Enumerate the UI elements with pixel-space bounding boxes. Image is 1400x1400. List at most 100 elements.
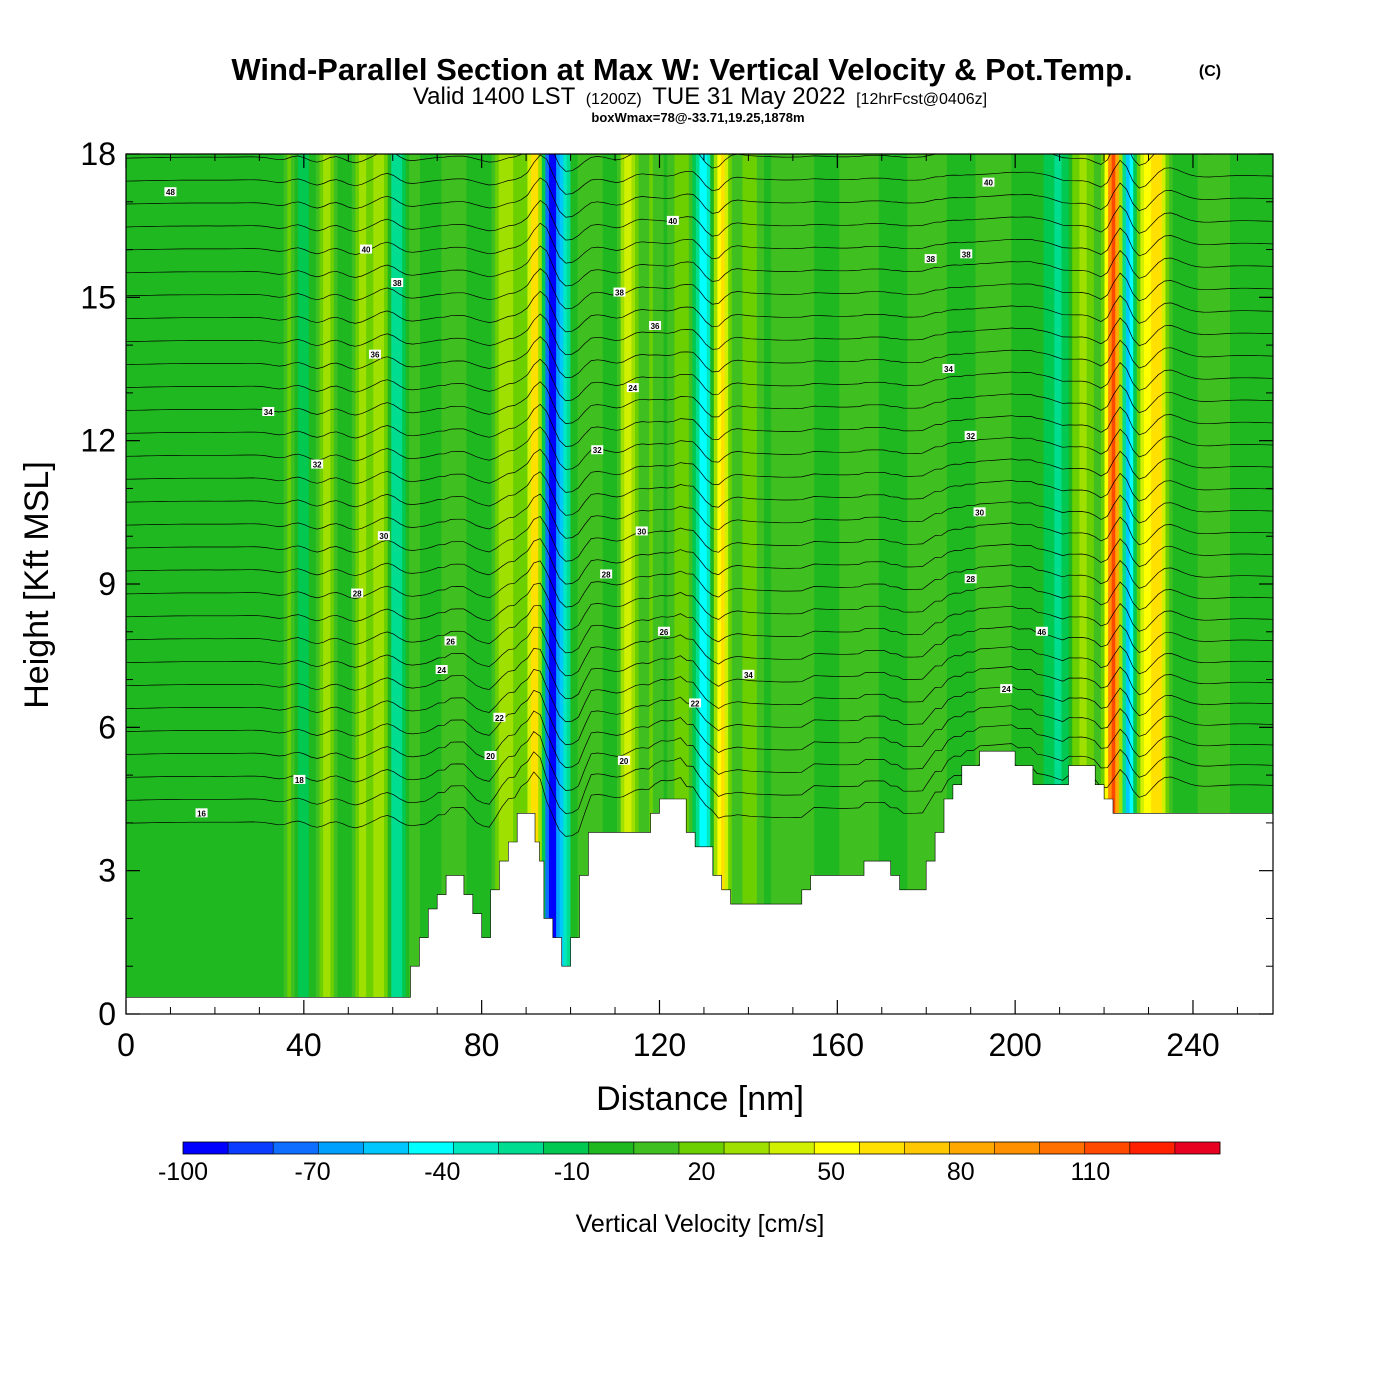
velocity-column [441, 154, 446, 1014]
velocity-column [789, 154, 794, 1014]
velocity-column [1108, 154, 1113, 1014]
velocity-column [634, 154, 640, 1014]
colorbar-swatch [1129, 1142, 1176, 1154]
contour-label-background [742, 669, 755, 679]
velocity-column [1029, 154, 1034, 1014]
y-tick-label: 0 [98, 996, 116, 1032]
x-tick-label: 40 [286, 1027, 322, 1063]
velocity-column [674, 154, 679, 1014]
velocity-column [552, 154, 557, 1014]
velocity-column [914, 154, 919, 1014]
svg-text:34: 34 [944, 365, 953, 374]
velocity-column [455, 154, 460, 1014]
velocity-column [523, 154, 529, 1014]
copyright-mark: (C) [1199, 63, 1221, 80]
valid-zulu: (1200Z) [586, 91, 642, 108]
contour-label-background [444, 636, 457, 646]
box-wmax-info: boxWmax=78@-33.71,19.25,1878m [591, 110, 804, 125]
velocity-column [1143, 154, 1149, 1014]
velocity-column [613, 154, 618, 1014]
velocity-column [298, 154, 303, 1014]
theta-contour-line [126, 381, 1273, 424]
velocity-field [126, 154, 1273, 1014]
colorbar-swatch [228, 1142, 274, 1154]
velocity-column [918, 154, 923, 1014]
velocity-column [280, 154, 285, 1014]
velocity-column [169, 154, 174, 1014]
forecast-info: [12hrFcst@0406z] [856, 91, 987, 108]
velocity-column [900, 154, 905, 1014]
theta-contour-line [126, 493, 1273, 539]
velocity-column [405, 154, 410, 1014]
velocity-column [502, 154, 507, 1014]
velocity-column [513, 154, 518, 1014]
contour-label-background [964, 574, 977, 584]
theta-contour-label: 36 [368, 349, 381, 360]
velocity-column [154, 154, 159, 1014]
velocity-column [384, 154, 389, 1014]
velocity-column [151, 154, 156, 1014]
velocity-column [319, 154, 324, 1014]
velocity-column [925, 154, 930, 1014]
svg-text:18: 18 [295, 776, 304, 785]
velocity-column [229, 154, 235, 1014]
velocity-column [1057, 154, 1063, 1014]
theta-contour-label: 28 [351, 588, 364, 599]
contour-label-background [617, 755, 630, 765]
velocity-column [799, 154, 805, 1014]
theta-contour-label: 26 [444, 636, 457, 646]
valid-line: Valid 1400 LST (1200Z) TUE 31 May 2022 [… [413, 83, 987, 110]
velocity-column [1050, 154, 1055, 1014]
theta-contour-label: 28 [964, 574, 977, 584]
contour-label-background [1000, 684, 1013, 694]
theta-contour-label: 46 [1035, 626, 1048, 637]
velocity-column [272, 154, 278, 1014]
colorbar-swatch [408, 1142, 454, 1154]
velocity-column [1165, 154, 1170, 1014]
velocity-column [781, 154, 787, 1014]
velocity-column [488, 154, 493, 1014]
svg-text:40: 40 [668, 217, 677, 226]
velocity-column [255, 154, 260, 1014]
contour-label-background [377, 531, 390, 541]
velocity-column [828, 154, 833, 1014]
velocity-column [1147, 154, 1152, 1014]
velocity-column [1075, 154, 1081, 1014]
velocity-column [986, 154, 991, 1014]
velocity-column [462, 154, 468, 1014]
velocity-column [814, 154, 819, 1014]
velocity-column [853, 154, 858, 1014]
colorbar-swatch [318, 1142, 364, 1154]
theta-contour-label: 34 [262, 407, 275, 417]
terrain-mask [126, 750, 1273, 1014]
velocity-column [1047, 154, 1052, 1014]
velocity-column [484, 154, 489, 1014]
velocity-column [1079, 154, 1084, 1014]
velocity-column [1186, 154, 1192, 1014]
velocity-column [1208, 154, 1213, 1014]
velocity-column [186, 154, 192, 1014]
velocity-column [1154, 154, 1159, 1014]
svg-text:30: 30 [637, 527, 646, 536]
velocity-column [366, 154, 371, 1014]
velocity-column [1229, 154, 1235, 1014]
velocity-column [968, 154, 973, 1014]
theta-contour-label: 16 [195, 808, 208, 818]
colorbar-tick-label: 80 [947, 1158, 975, 1186]
velocity-column [1129, 154, 1134, 1014]
velocity-column [599, 154, 604, 1014]
velocity-column [753, 154, 758, 1014]
velocity-column [1158, 154, 1163, 1014]
velocity-column [1083, 154, 1088, 1014]
theta-contour-label: 38 [613, 287, 626, 298]
x-tick-label: 200 [988, 1027, 1041, 1063]
velocity-column [964, 154, 969, 1014]
velocity-column [627, 154, 632, 1014]
colorbar-swatch [183, 1142, 229, 1154]
theta-contour-line [126, 268, 1273, 310]
velocity-column [591, 154, 597, 1014]
theta-contour-line [126, 358, 1273, 402]
theta-contour-line [126, 245, 1273, 287]
svg-text:46: 46 [1037, 628, 1046, 637]
